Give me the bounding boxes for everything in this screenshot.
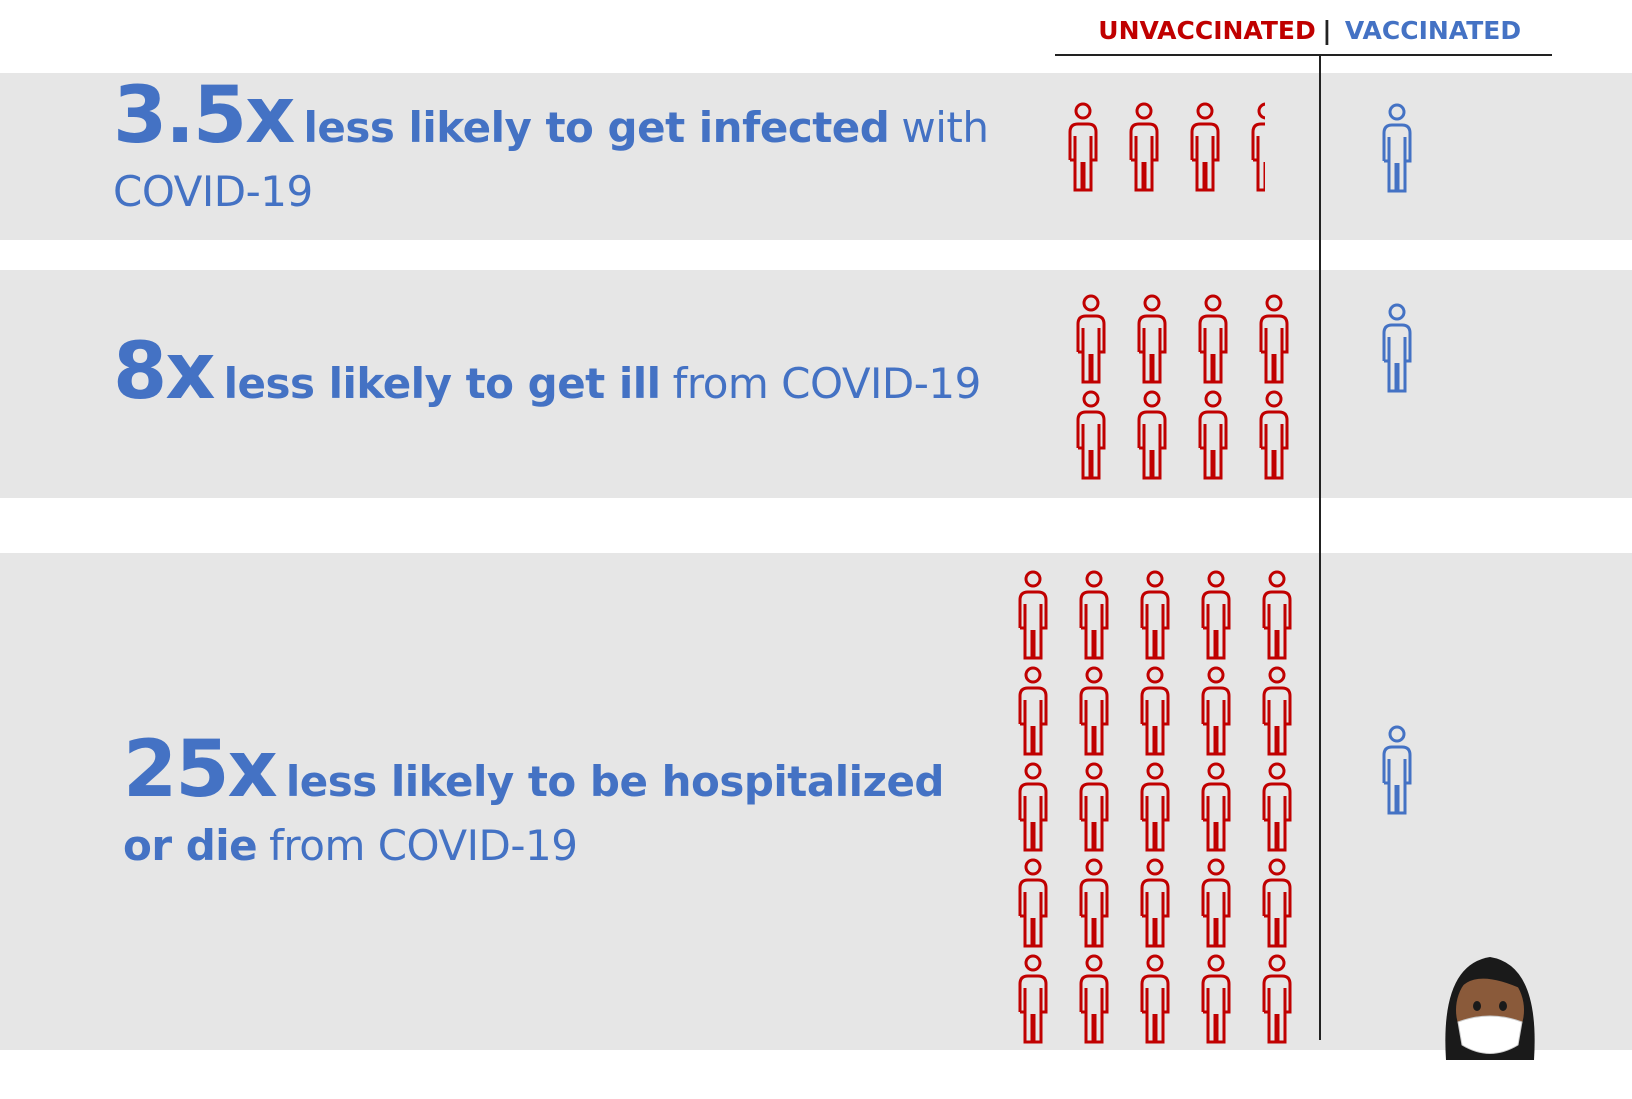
separator: | [1322, 16, 1331, 45]
phrase: from COVID-19 [269, 821, 577, 870]
multiplier: 3.5x [113, 71, 294, 161]
phrase-bold: less likely to get ill [224, 359, 661, 408]
legend-unvaccinated: UNVACCINATED [1098, 16, 1315, 45]
multiplier: 25x [123, 725, 276, 815]
page: {"chart_data": {"type": "pictogram", "ca… [0, 0, 1632, 1099]
phrase-bold: less likely to get infected [304, 103, 890, 152]
legend-vaccinated: VACCINATED [1345, 16, 1521, 45]
phrase: from COVID-19 [673, 359, 981, 408]
multiplier: 8x [113, 327, 214, 417]
